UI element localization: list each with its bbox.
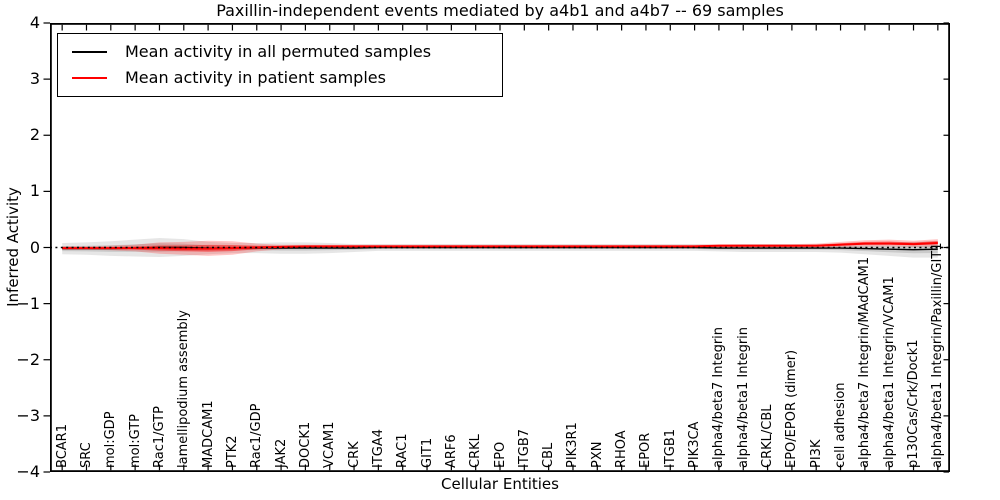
x-tick-label: MADCAM1 (200, 400, 216, 468)
x-tick-label: PIK3CA (687, 421, 703, 468)
x-tick-label: DOCK1 (297, 421, 313, 468)
y-tick-label: 1 (29, 181, 40, 201)
x-tick-label: SRC (78, 442, 94, 468)
x-tick-label: PXN (589, 441, 605, 468)
x-tick-label: PTK2 (224, 435, 240, 468)
y-tick-label: 0 (29, 237, 40, 257)
legend-entry-patient: Mean activity in patient samples (72, 68, 502, 88)
x-tick-label: lamellipodium assembly (176, 310, 192, 468)
x-tick-label: mol:GDP (103, 411, 119, 468)
x-tick-label: CRKL (468, 434, 484, 468)
x-tick-label: EPO/EPOR (dimer) (784, 349, 800, 468)
y-tick-label: 4 (29, 13, 40, 32)
y-tick-label: −4 (16, 462, 40, 481)
x-tick-label: ITGB1 (662, 428, 678, 468)
x-tick-label: PI3K (808, 439, 824, 468)
x-tick-label: cell adhesion (833, 382, 849, 468)
x-axis-label: Cellular Entities (441, 475, 559, 493)
x-tick-label: GIT1 (419, 437, 435, 468)
x-tick-label: CRKL/CBL (760, 404, 776, 469)
x-tick-label: Rac1/GTP (151, 406, 167, 468)
y-tick-label: −3 (16, 405, 40, 425)
chart-canvas (43, 22, 951, 473)
x-tick-label: BCAR1 (54, 424, 70, 468)
x-tick-label: CRK (346, 441, 362, 468)
legend-entry-permuted: Mean activity in all permuted samples (72, 42, 502, 62)
legend: Mean activity in all permuted samples Me… (57, 33, 503, 97)
x-tick-label: mol:GTP (127, 414, 143, 468)
x-tick-label: RAC1 (395, 433, 411, 468)
x-tick-label: RHOA (614, 430, 630, 468)
x-tick-label: alpha4/beta7 Integrin (711, 326, 727, 468)
x-tick-label: ITGA4 (370, 428, 386, 468)
x-tick-label: ITGB7 (516, 428, 532, 468)
chart-title: Paxillin-independent events mediated by … (216, 1, 784, 20)
x-tick-label: VCAM1 (322, 421, 338, 468)
legend-label-permuted: Mean activity in all permuted samples (125, 42, 432, 61)
x-tick-label: p130Cas/Crk/Dock1 (906, 339, 921, 468)
y-tick-label: −2 (16, 349, 40, 369)
x-tick-label: CBL (541, 442, 557, 468)
x-tick-label: ARF6 (443, 434, 459, 468)
x-tick-label: alpha4/beta1 Integrin/VCAM1 (881, 276, 897, 468)
x-tick-label: alpha4/beta1 Integrin (735, 326, 751, 468)
x-tick-label: alpha4/beta1 Integrin/Paxillin/GIT1 (930, 242, 946, 468)
axes-frame (49, 22, 951, 473)
legend-line-permuted-icon (72, 51, 107, 53)
y-tick-label: −1 (16, 293, 40, 313)
legend-label-patient: Mean activity in patient samples (125, 68, 386, 87)
x-tick-label: Rac1/GDP (249, 403, 265, 468)
y-tick-label: 2 (29, 125, 40, 145)
x-tick-label: EPOR (638, 432, 654, 468)
x-tick-label: JAK2 (273, 438, 289, 468)
x-tick-label: PIK3R1 (565, 422, 581, 468)
legend-line-patient-icon (72, 77, 107, 79)
x-tick-label: EPO (492, 441, 508, 468)
y-tick-label: 3 (29, 69, 40, 89)
x-tick-label: alpha4/beta7 Integrin/MAdCAM1 (857, 257, 873, 468)
patient-mean-line (62, 242, 938, 250)
